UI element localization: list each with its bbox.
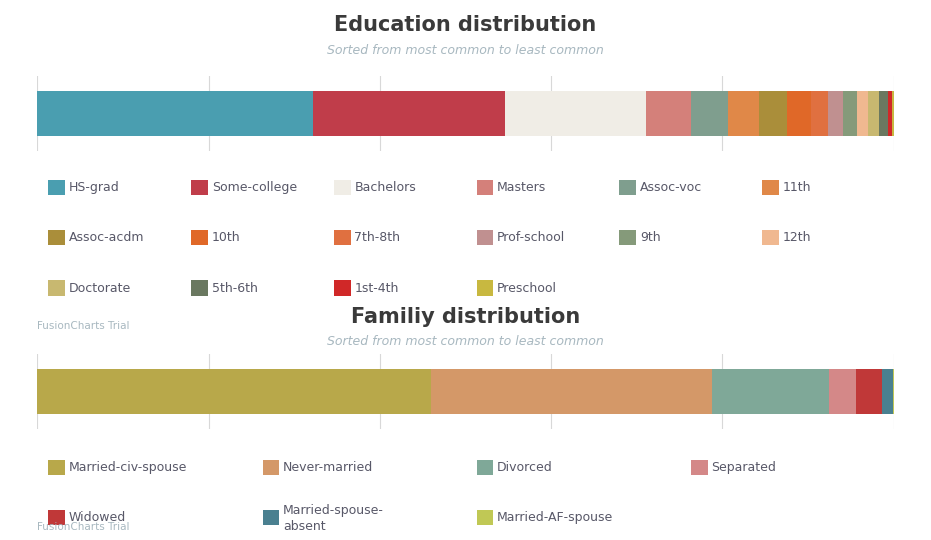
Bar	[843, 91, 857, 136]
Bar	[314, 91, 506, 136]
Text: 5th-6th: 5th-6th	[211, 281, 258, 294]
Text: Divorced: Divorced	[497, 461, 553, 474]
Text: 7th-8th: 7th-8th	[355, 231, 400, 244]
Text: Married-AF-spouse: Married-AF-spouse	[497, 511, 614, 524]
Bar	[728, 91, 759, 136]
Text: Separated: Separated	[711, 461, 776, 474]
Bar	[888, 91, 893, 136]
Bar	[893, 91, 894, 136]
Bar	[37, 91, 314, 136]
Bar	[879, 91, 888, 136]
Text: 12th: 12th	[783, 231, 811, 244]
Text: 1st-4th: 1st-4th	[355, 281, 398, 294]
Bar	[829, 91, 843, 136]
Bar	[759, 91, 787, 136]
Bar	[712, 369, 830, 414]
Text: Sorted from most common to least common: Sorted from most common to least common	[327, 335, 604, 348]
Text: FusionCharts Trial: FusionCharts Trial	[37, 522, 129, 532]
Text: 9th: 9th	[640, 231, 660, 244]
Text: HS-grad: HS-grad	[69, 181, 120, 194]
Text: 11th: 11th	[783, 181, 811, 194]
Bar	[506, 91, 646, 136]
Text: Education distribution: Education distribution	[334, 15, 597, 35]
Bar	[37, 369, 431, 414]
Text: Married-spouse-: Married-spouse-	[283, 504, 384, 517]
Bar	[431, 369, 712, 414]
Text: Married-civ-spouse: Married-civ-spouse	[69, 461, 187, 474]
Bar	[646, 91, 692, 136]
Text: Assoc-voc: Assoc-voc	[640, 181, 702, 194]
Bar	[857, 91, 869, 136]
Text: Widowed: Widowed	[69, 511, 126, 524]
Bar	[856, 369, 883, 414]
Text: Some-college: Some-college	[211, 181, 297, 194]
Bar	[869, 91, 879, 136]
Text: Assoc-acdm: Assoc-acdm	[69, 231, 144, 244]
Bar	[883, 369, 893, 414]
Bar	[830, 369, 856, 414]
Bar	[811, 91, 829, 136]
Text: Preschool: Preschool	[497, 281, 557, 294]
Text: absent: absent	[283, 521, 326, 534]
Text: Masters: Masters	[497, 181, 546, 194]
Text: Sorted from most common to least common: Sorted from most common to least common	[327, 44, 604, 57]
Bar	[787, 91, 811, 136]
Text: Familiy distribution: Familiy distribution	[351, 307, 580, 327]
Text: Never-married: Never-married	[283, 461, 373, 474]
Text: Prof-school: Prof-school	[497, 231, 565, 244]
Text: Bachelors: Bachelors	[355, 181, 416, 194]
Text: FusionCharts Trial: FusionCharts Trial	[37, 321, 129, 332]
Text: 10th: 10th	[211, 231, 240, 244]
Text: Doctorate: Doctorate	[69, 281, 131, 294]
Bar	[692, 91, 728, 136]
